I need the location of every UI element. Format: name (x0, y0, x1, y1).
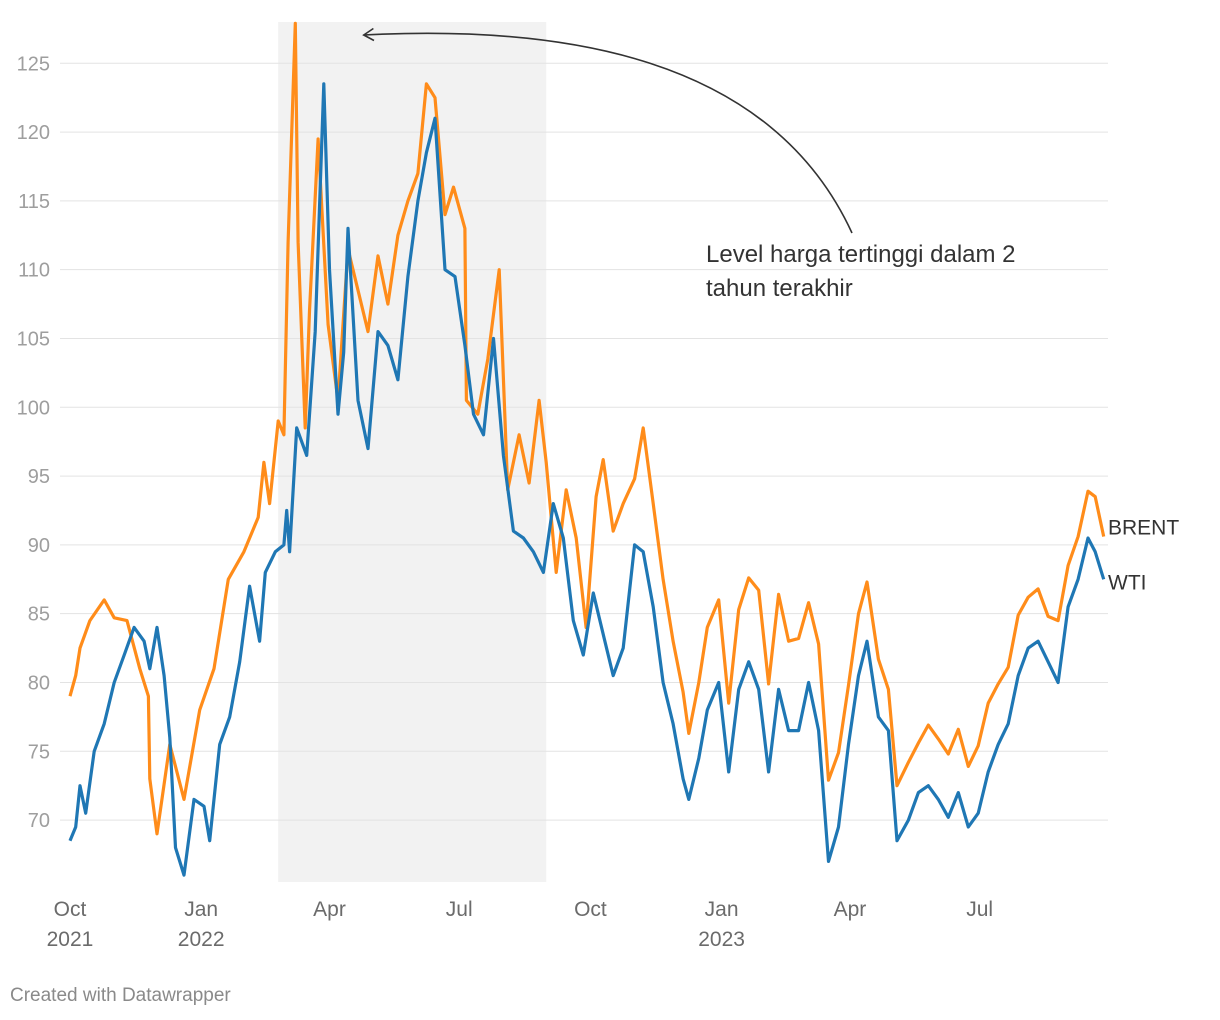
y-tick-label: 115 (18, 191, 50, 213)
series-line-brent (68, 21, 1106, 836)
y-tick-label: 105 (17, 328, 50, 350)
series-labels: BRENT WTI (1108, 517, 1179, 595)
x-tick-year-label: 2021 (47, 928, 94, 951)
x-tick-label: Apr (834, 898, 867, 921)
annotation-line-1: Level harga tertinggi dalam 2 (706, 241, 1016, 268)
y-tick-label: 125 (17, 53, 50, 75)
y-tick-label: 95 (28, 466, 50, 488)
series-label-wti: WTI (1108, 571, 1146, 594)
x-tick-year-label: 2023 (698, 928, 745, 951)
y-tick-labels: 70 75 80 85 90 95 100 105 110 115 120 125 (17, 53, 50, 832)
y-tick-label: 70 (28, 810, 50, 832)
y-tick-label: 90 (28, 535, 50, 557)
series-label-brent: BRENT (1108, 517, 1179, 540)
y-tick-label: 110 (18, 260, 50, 282)
x-tick-label: Jul (446, 898, 473, 921)
x-tick-label: Oct (574, 898, 607, 921)
y-tick-label: 120 (17, 122, 50, 144)
annotation: Level harga tertinggi dalam 2 tahun tera… (362, 27, 1016, 302)
y-tick-label: 75 (28, 741, 50, 763)
y-tick-label: 80 (28, 672, 50, 694)
x-tick-label: Oct (54, 898, 87, 921)
x-tick-label: Jan (705, 898, 739, 921)
series-lines (68, 21, 1106, 877)
x-tick-labels: Oct 2021 Jan 2022 Apr Jul Oct Jan 2023 Apr Jul (47, 898, 993, 951)
series-line-wti (68, 82, 1106, 877)
y-tick-label: 100 (17, 397, 50, 419)
x-tick-label: Jan (184, 898, 218, 921)
x-tick-label: Jul (966, 898, 993, 921)
footer-credit: Created with Datawrapper (10, 985, 231, 1006)
x-tick-label: Apr (313, 898, 346, 921)
gridlines (60, 62, 1108, 821)
y-tick-label: 85 (28, 604, 50, 626)
annotation-line-2: tahun terakhir (706, 275, 853, 302)
annotation-arrow (362, 27, 853, 234)
x-tick-year-label: 2022 (178, 928, 225, 951)
